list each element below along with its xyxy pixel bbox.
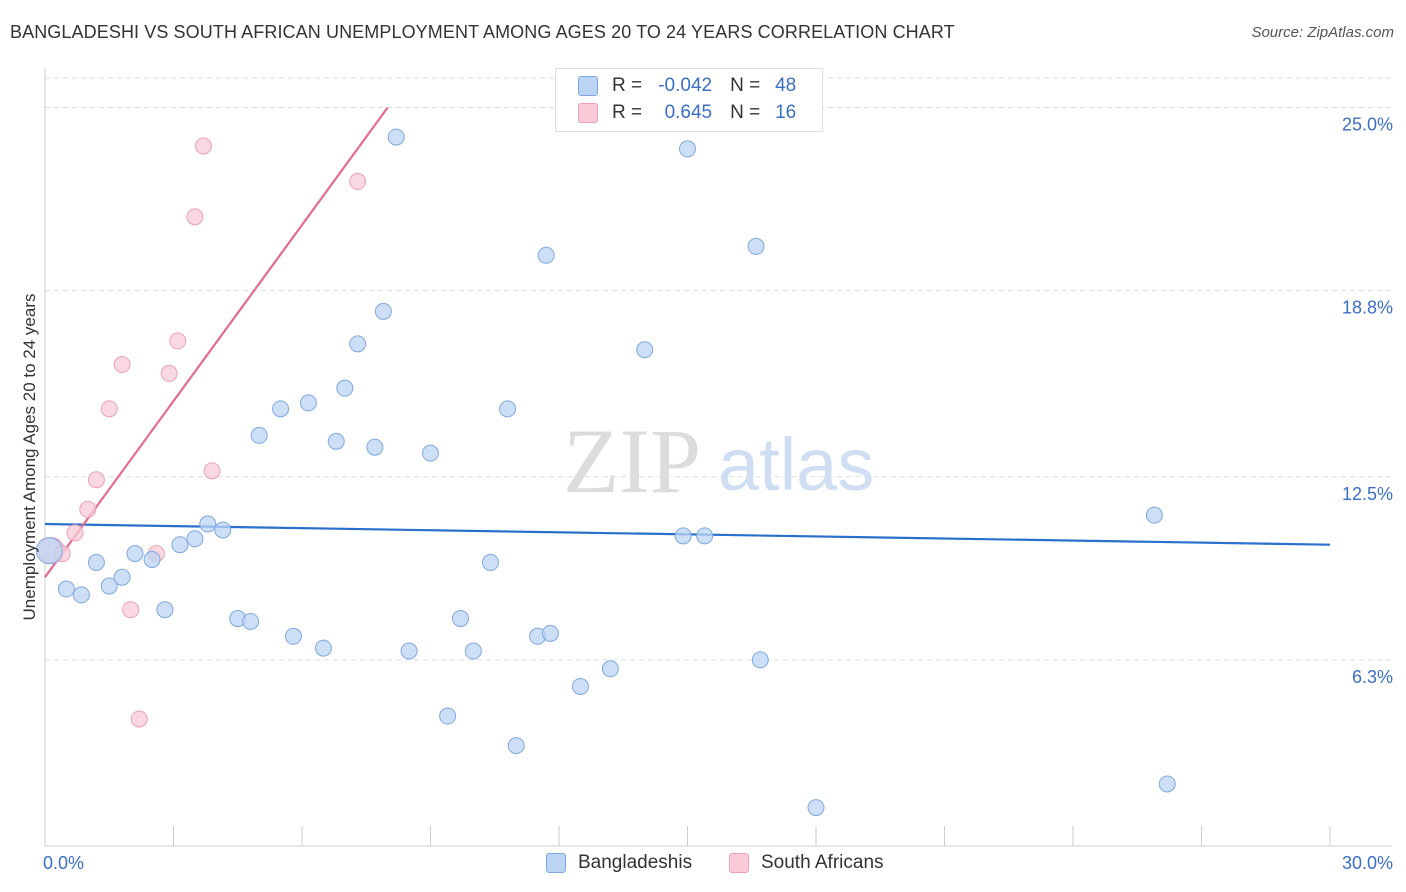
y-tick-label: 18.8% [1342, 298, 1393, 318]
bangladeshi-point [464, 642, 482, 660]
south-african-point [349, 172, 367, 190]
bangladeshi-point [156, 601, 174, 619]
bangladeshi-point [87, 553, 105, 571]
pink-swatch-icon [729, 853, 749, 873]
legend-n-value: 16 [775, 102, 797, 123]
bangladeshi-point [1158, 775, 1176, 793]
bangladeshi-point [636, 341, 654, 359]
source-label: Source: ZipAtlas.com [1251, 24, 1394, 41]
bangladeshi-point [374, 302, 392, 320]
chart-title: BANGLADESHI VS SOUTH AFRICAN UNEMPLOYMEN… [10, 22, 955, 42]
bangladeshi-point [1145, 506, 1163, 524]
bangladeshi-point [679, 140, 696, 158]
south-african-point [113, 356, 131, 374]
legend-item-bangladeshis: Bangladeshis [546, 852, 692, 874]
bangladeshi-point [751, 651, 769, 669]
legend-n-label: N = [730, 102, 761, 123]
stats-legend: R = -0.042 N = 48 R = 0.645 N = 16 [555, 68, 823, 132]
bangladeshi-point [171, 536, 189, 554]
bangladeshi-point [314, 639, 332, 657]
legend-r-label: R = [612, 75, 643, 96]
bangladeshi-point [571, 677, 589, 695]
legend-n-value: 48 [775, 75, 797, 96]
blue-swatch-icon [546, 853, 566, 873]
bangladeshi-point [126, 545, 144, 563]
bangladeshi-point [214, 521, 232, 539]
pink-swatch-icon [578, 103, 598, 123]
bangladeshi-point [400, 642, 418, 660]
y-tick-label: 12.5% [1342, 484, 1393, 504]
south-african-point [122, 601, 140, 619]
y-tick-label: 6.3% [1352, 667, 1393, 687]
legend-label-south-africans: South Africans [761, 852, 884, 873]
bangladeshi-point [143, 550, 161, 568]
south-african-point [194, 137, 212, 155]
bangladeshi-point [72, 586, 90, 604]
south-africans-points [37, 137, 367, 728]
axes [44, 68, 1392, 847]
legend-r-value: -0.042 [658, 75, 713, 96]
bangladeshi-point [35, 537, 63, 565]
bangladeshi-point [696, 527, 714, 545]
bangladeshi-point [541, 624, 559, 642]
legend-r-value: 0.645 [664, 102, 713, 123]
bangladeshi-point [807, 799, 825, 817]
bangladeshi-point [113, 568, 131, 586]
bangladeshi-point [57, 580, 75, 598]
bangladeshi-point [299, 394, 317, 412]
bangladeshi-point [422, 444, 439, 462]
bangladeshi-point [272, 400, 290, 418]
legend-row-south-africans: R = 0.645 N = 16 [578, 100, 796, 126]
bangladeshi-point [451, 610, 469, 628]
gridlines [45, 77, 1392, 661]
watermark-zip: ZIP [563, 410, 701, 512]
south-africans-trend-line [44, 106, 389, 578]
bangladeshi-point [250, 426, 268, 444]
south-african-point [130, 710, 148, 728]
bangladeshi-point [747, 237, 765, 255]
bangladeshi-point [336, 379, 354, 397]
x-tick-label: 30.0% [1342, 853, 1393, 873]
bangladeshi-point [327, 432, 345, 450]
y-axis-label: Unemployment Among Ages 20 to 24 years [20, 293, 39, 621]
bangladeshi-point [284, 627, 302, 645]
bangladeshis-points [35, 128, 1176, 817]
bangladeshi-point [499, 400, 517, 418]
x-tick-label: 0.0% [43, 853, 84, 873]
legend-n-label: N = [730, 75, 761, 96]
south-african-point [169, 332, 187, 350]
south-african-point [203, 462, 221, 480]
south-african-point [100, 400, 118, 418]
bangladeshi-point [349, 335, 367, 353]
blue-swatch-icon [578, 76, 598, 96]
legend-label-bangladeshis: Bangladeshis [578, 852, 693, 873]
bangladeshi-point [481, 553, 499, 571]
bangladeshi-point [439, 707, 457, 725]
south-african-point [87, 471, 105, 489]
bangladeshi-point [674, 527, 692, 545]
y-tick-label: 25.0% [1342, 115, 1393, 135]
bangladeshi-point [199, 515, 217, 533]
bangladeshi-point [242, 613, 260, 631]
tick-labels: 6.3% 12.5% 18.8% 25.0% 0.0% 30.0% [43, 115, 1393, 873]
bangladeshi-point [537, 246, 555, 264]
bangladeshi-point [100, 577, 118, 595]
bangladeshi-point [186, 530, 204, 548]
watermark-atlas: atlas [718, 423, 874, 506]
south-african-point [66, 524, 84, 542]
south-african-point [79, 500, 97, 518]
bangladeshi-point [387, 128, 405, 146]
legend-r-label: R = [612, 102, 643, 123]
bangladeshi-point [366, 438, 384, 456]
bangladeshi-point [601, 660, 619, 678]
south-african-point [160, 364, 178, 382]
legend-item-south-africans: South Africans [729, 852, 884, 874]
south-african-point [186, 208, 204, 226]
legend-row-bangladeshis: R = -0.042 N = 48 [578, 73, 796, 99]
bangladeshi-point [507, 737, 525, 755]
